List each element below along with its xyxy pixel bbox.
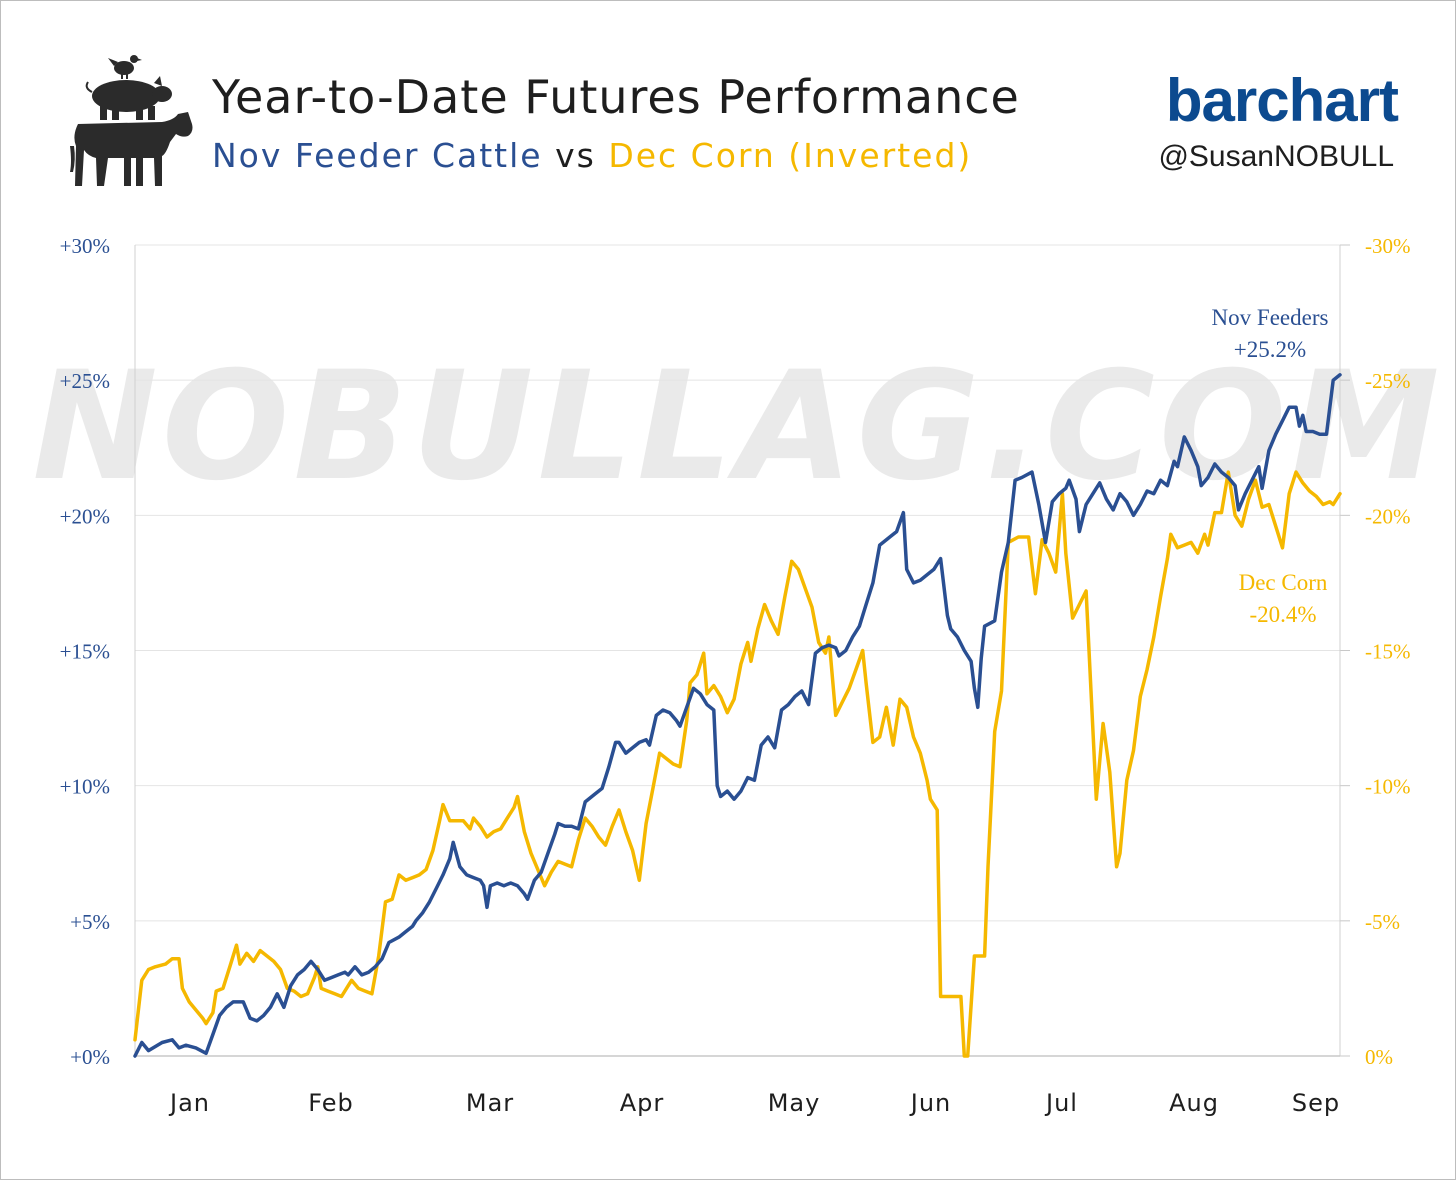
end-label-feeders-name: Nov Feeders: [1212, 305, 1329, 330]
x-tick-label: Aug: [1169, 1089, 1219, 1117]
chart-title: Year-to-Date Futures Performance: [212, 70, 1020, 124]
y-right-tick-label: -20%: [1365, 504, 1411, 528]
x-tick-label: Mar: [466, 1089, 514, 1117]
x-tick-label: Jun: [909, 1089, 952, 1117]
end-label-feeders-value: +25.2%: [1234, 337, 1306, 362]
y-right-tick-label: -25%: [1365, 369, 1411, 393]
grid-lines: [135, 244, 1340, 922]
x-tick-label: Sep: [1292, 1089, 1340, 1117]
labels-layer: +0% +5% +10% +15% +20% +25% +30% 0% -5% -10% -15% -…: [60, 234, 1411, 1117]
y-left-tick-label: +30%: [60, 234, 110, 258]
series-layer: [133, 373, 1342, 1058]
y-right-tick-label: -15%: [1365, 640, 1411, 664]
chart-subtitle: Nov Feeder Cattle vs Dec Corn (Inverted): [212, 136, 972, 175]
y-left-tick-label: +5%: [70, 910, 110, 934]
axes: [134, 244, 1350, 1057]
series-line-dec-corn: [133, 470, 1342, 1058]
x-tick-label: Apr: [620, 1089, 665, 1117]
barchart-logo: barchart: [1165, 67, 1399, 134]
x-tick-label: Jan: [168, 1089, 210, 1117]
watermark: NOBULLAG.COM: [32, 340, 1443, 514]
y-left-tick-label: +25%: [60, 369, 110, 393]
subtitle-feeders: Nov Feeder Cattle: [212, 136, 543, 175]
y-left-tick-label: +20%: [60, 504, 110, 528]
end-label-corn-value: -20.4%: [1249, 602, 1316, 627]
y-left-tick-label: +0%: [70, 1045, 110, 1069]
x-tick-label: May: [768, 1089, 821, 1117]
x-tick-label: Feb: [308, 1089, 354, 1117]
y-left-tick-label: +15%: [60, 640, 110, 664]
end-label-corn-name: Dec Corn: [1239, 570, 1328, 595]
twitter-handle: @SusanNOBULL: [1158, 140, 1394, 173]
series-line-nov-feeders: [133, 373, 1342, 1058]
subtitle-vs: vs: [542, 136, 609, 175]
y-right-tick-label: 0%: [1365, 1045, 1393, 1069]
y-right-tick-label: -5%: [1365, 910, 1400, 934]
y-left-tick-label: +10%: [60, 775, 110, 799]
x-tick-label: Jul: [1044, 1089, 1078, 1117]
y-right-tick-label: -10%: [1365, 775, 1411, 799]
subtitle-corn: Dec Corn (Inverted): [608, 136, 973, 175]
y-right-tick-label: -30%: [1365, 234, 1411, 258]
chicken-pig-cow-stack-icon: [70, 55, 193, 186]
